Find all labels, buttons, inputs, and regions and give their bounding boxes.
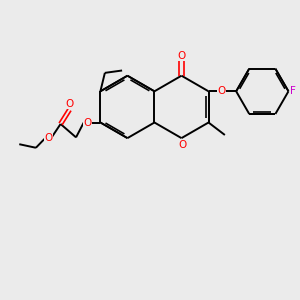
Text: O: O xyxy=(83,118,92,128)
Text: F: F xyxy=(290,86,296,96)
Text: O: O xyxy=(65,99,74,110)
Text: O: O xyxy=(44,133,52,143)
Text: O: O xyxy=(177,51,186,62)
Text: O: O xyxy=(179,140,187,150)
Text: O: O xyxy=(217,86,225,96)
